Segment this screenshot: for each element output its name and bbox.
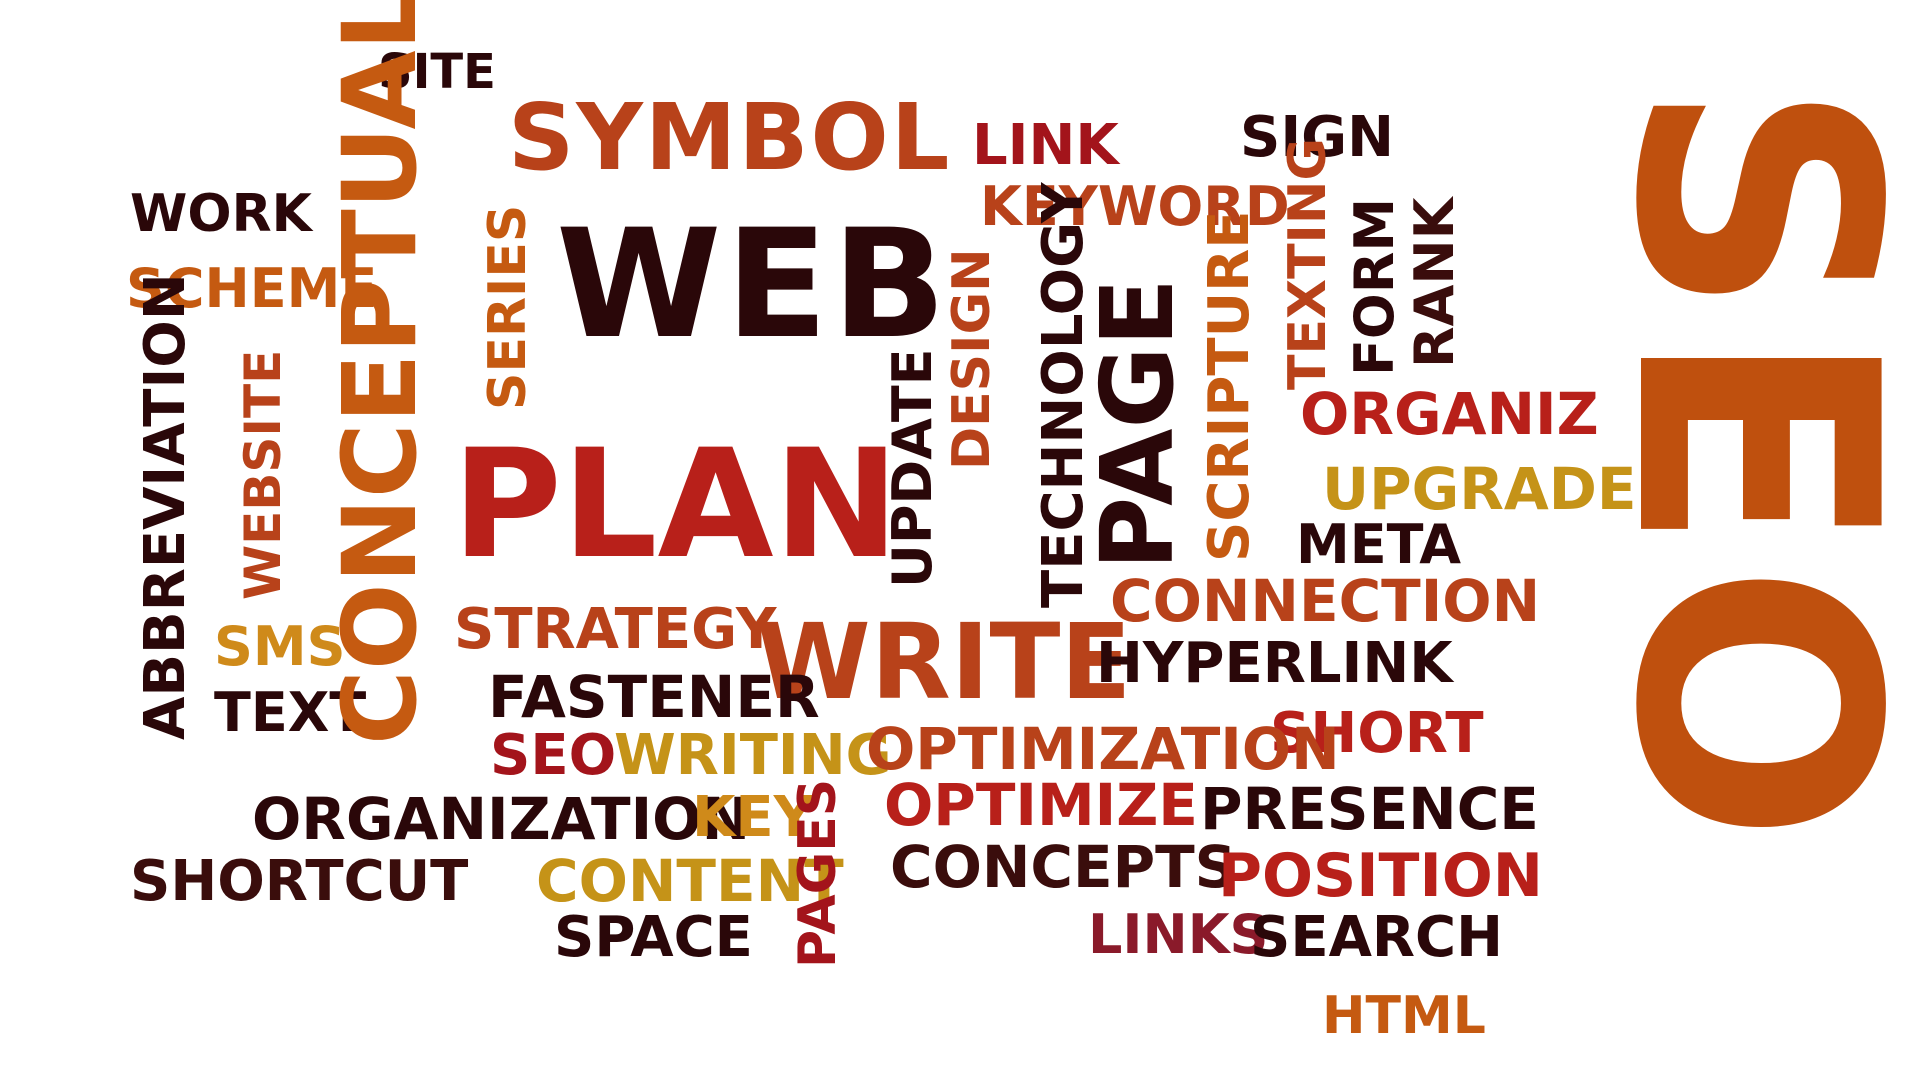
word-pages: PAGES bbox=[788, 778, 848, 968]
word-connection: CONNECTION bbox=[1110, 567, 1541, 635]
word-form: FORM bbox=[1343, 197, 1406, 376]
word-organiz: ORGANIZ bbox=[1300, 380, 1599, 448]
word-seo-big: SEO bbox=[1563, 80, 1920, 854]
word-series: SERIES bbox=[478, 204, 538, 410]
word-key: KEY bbox=[692, 785, 815, 850]
word-meta: META bbox=[1296, 513, 1462, 576]
word-web: WEB bbox=[556, 198, 951, 372]
word-seo-small: SEO bbox=[490, 723, 617, 788]
word-short: SHORT bbox=[1270, 701, 1484, 766]
word-write: WRITE bbox=[756, 601, 1132, 723]
word-update: UPDATE bbox=[881, 348, 944, 588]
word-concepts: CONCEPTS bbox=[890, 833, 1237, 901]
word-hyperlink: HYPERLINK bbox=[1096, 631, 1453, 696]
word-organization: ORGANIZATION bbox=[252, 785, 751, 853]
word-shortcut: SHORTCUT bbox=[130, 849, 469, 914]
word-website: WEBSITE bbox=[234, 349, 292, 600]
word-content: CONTENT bbox=[536, 847, 844, 915]
word-sms: SMS bbox=[214, 615, 346, 678]
word-strategy: STRATEGY bbox=[454, 597, 777, 662]
word-position: POSITION bbox=[1218, 841, 1543, 911]
word-design: DESIGN bbox=[942, 248, 1002, 470]
word-keyword: KEYWORD bbox=[980, 175, 1290, 238]
word-page: PAGE bbox=[1079, 278, 1196, 570]
word-presence: PRESENCE bbox=[1200, 775, 1539, 843]
word-scheme: SCHEME bbox=[126, 257, 378, 320]
word-rank: RANK bbox=[1403, 197, 1466, 368]
word-sign: SIGN bbox=[1240, 105, 1394, 170]
word-symbol: SYMBOL bbox=[508, 84, 952, 191]
word-optimization: OPTIMIZATION bbox=[866, 715, 1340, 783]
word-texting: TEXTING bbox=[1278, 137, 1338, 390]
word-text: TEXT bbox=[214, 681, 367, 744]
word-upgrade: UPGRADE bbox=[1322, 455, 1637, 523]
word-search: SEARCH bbox=[1250, 905, 1504, 970]
word-space: SPACE bbox=[554, 905, 753, 970]
word-scripture: SCRIPTURE bbox=[1197, 210, 1262, 562]
word-fastener: FASTENER bbox=[488, 663, 820, 731]
word-plan: PLAN bbox=[452, 418, 900, 592]
word-link: LINK bbox=[972, 113, 1119, 178]
word-abbreviation: ABBREVIATION bbox=[133, 273, 198, 740]
word-site: SITE bbox=[378, 44, 496, 100]
word-links: LINKS bbox=[1088, 903, 1269, 966]
word-html: HTML bbox=[1322, 986, 1486, 1046]
word-work: WORK bbox=[130, 184, 312, 244]
word-conceptual: CONCEPTUAL bbox=[321, 0, 440, 745]
word-writing: WRITING bbox=[614, 723, 892, 788]
word-optimize: OPTIMIZE bbox=[884, 771, 1198, 839]
